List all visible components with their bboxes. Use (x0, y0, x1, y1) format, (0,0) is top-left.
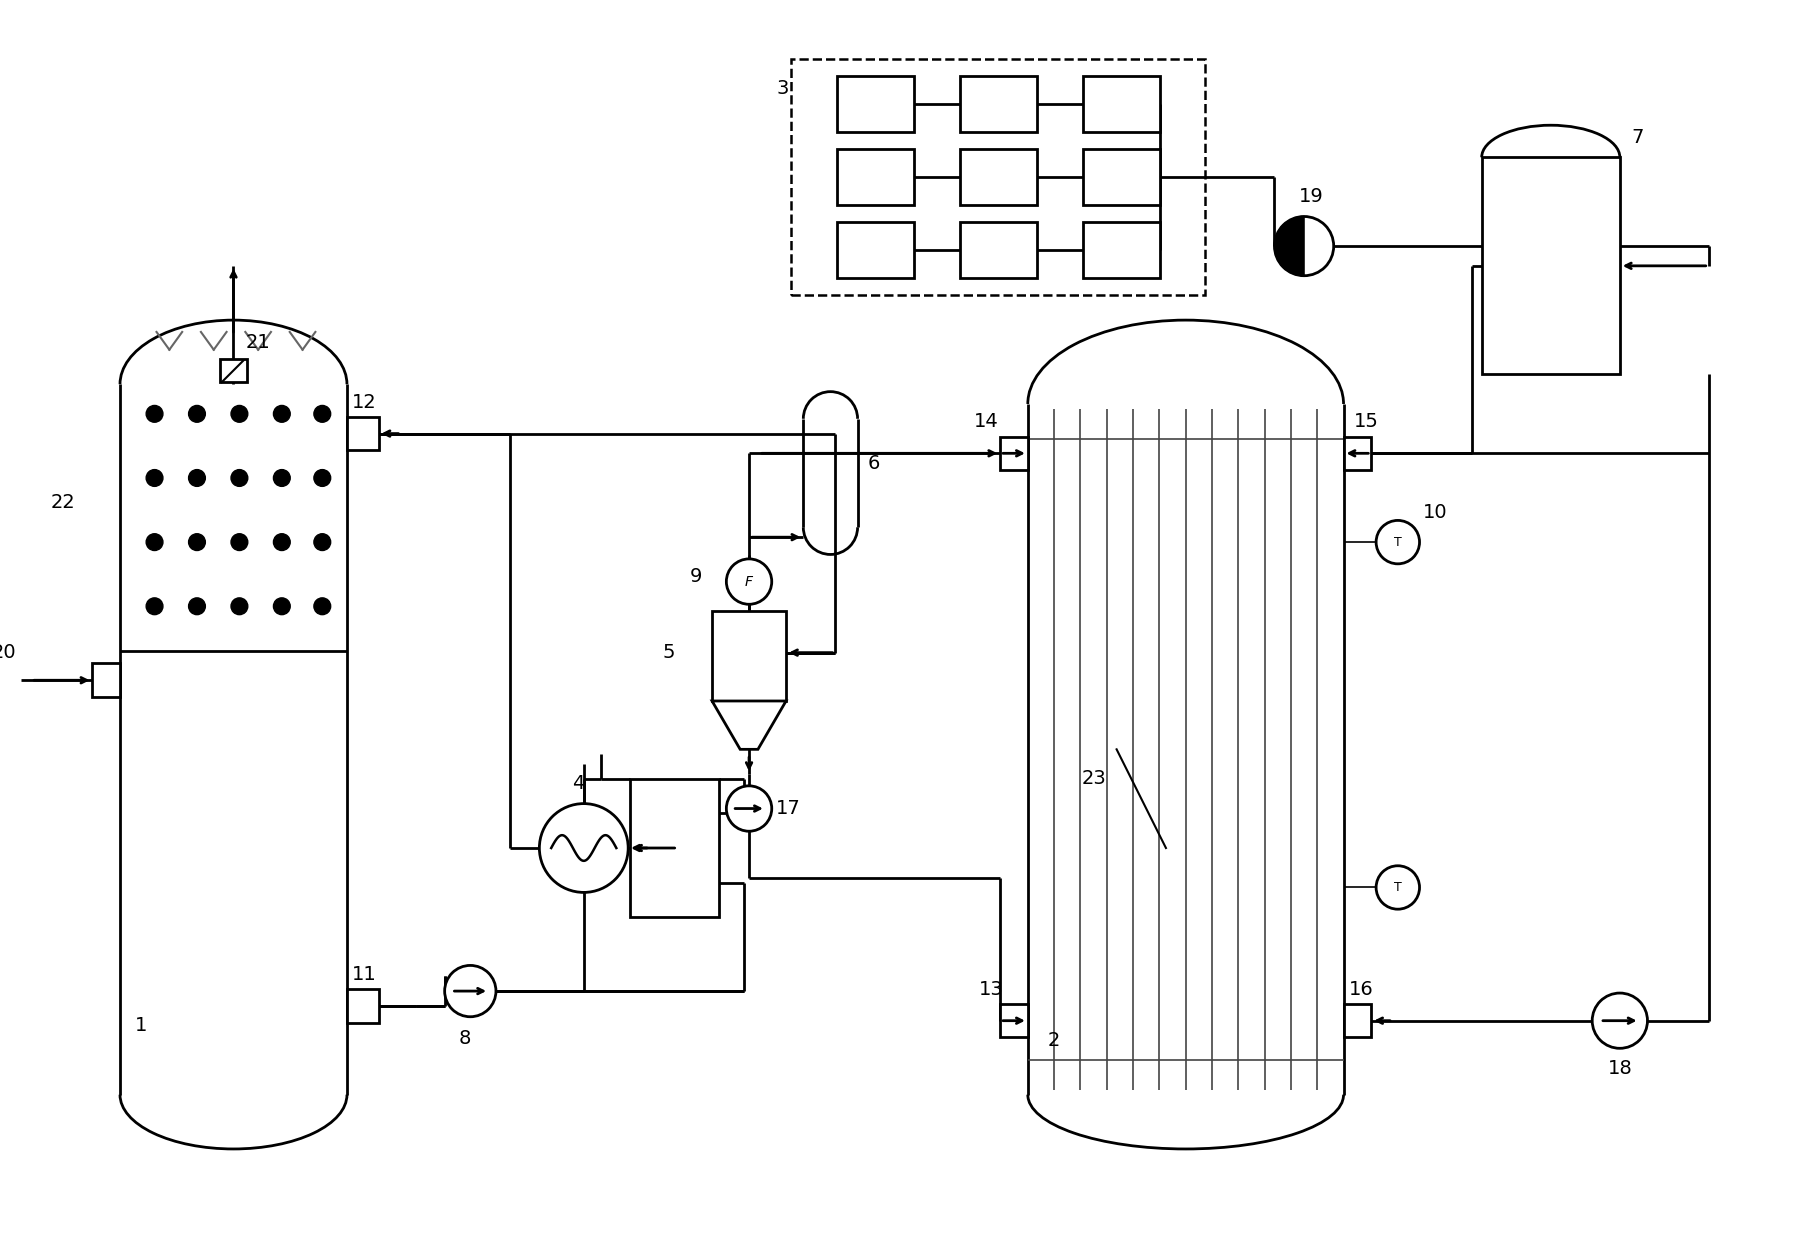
Text: 21: 21 (245, 333, 271, 353)
Text: 15: 15 (1354, 413, 1379, 432)
Circle shape (189, 405, 205, 423)
Text: 12: 12 (352, 393, 376, 412)
Circle shape (1375, 520, 1419, 564)
Bar (1083, 223, 1159, 278)
Circle shape (445, 966, 496, 1017)
Circle shape (540, 803, 629, 892)
Bar (1343, 437, 1372, 470)
Bar (220, 359, 247, 383)
Bar (630, 779, 720, 917)
Circle shape (273, 469, 291, 487)
Circle shape (314, 598, 331, 614)
Circle shape (727, 786, 772, 831)
Text: 8: 8 (458, 1028, 471, 1048)
Text: F: F (745, 574, 752, 588)
Text: 5: 5 (663, 643, 676, 662)
Circle shape (1592, 993, 1648, 1048)
Bar (1083, 76, 1159, 131)
Text: 14: 14 (974, 413, 998, 432)
Circle shape (727, 559, 772, 604)
Text: 1: 1 (134, 1016, 147, 1035)
Text: 7: 7 (1632, 128, 1644, 148)
Circle shape (1375, 866, 1419, 909)
Bar (838, 76, 914, 131)
Circle shape (189, 534, 205, 550)
Circle shape (314, 469, 331, 487)
Text: 22: 22 (51, 493, 76, 512)
Bar (790, 59, 1205, 295)
Bar (999, 437, 1028, 470)
Text: 3: 3 (776, 79, 789, 98)
Text: 11: 11 (352, 965, 376, 983)
Text: 13: 13 (979, 980, 1003, 998)
Bar (347, 417, 378, 450)
Circle shape (189, 469, 205, 487)
Circle shape (145, 405, 164, 423)
Circle shape (189, 598, 205, 614)
Circle shape (145, 469, 164, 487)
Text: 10: 10 (1423, 503, 1446, 522)
Circle shape (231, 534, 247, 550)
Text: T: T (1394, 881, 1401, 894)
Bar (959, 149, 1038, 205)
Text: 16: 16 (1348, 980, 1374, 998)
Circle shape (273, 598, 291, 614)
Bar (999, 1003, 1028, 1037)
Text: 9: 9 (690, 567, 701, 587)
Circle shape (145, 534, 164, 550)
Text: 20: 20 (0, 643, 16, 662)
Bar (959, 223, 1038, 278)
Bar (1083, 149, 1159, 205)
Circle shape (1274, 216, 1334, 275)
Bar (347, 990, 378, 1022)
Polygon shape (712, 701, 787, 749)
Bar (838, 149, 914, 205)
Bar (1481, 158, 1619, 374)
Circle shape (145, 598, 164, 614)
Circle shape (231, 598, 247, 614)
Circle shape (231, 469, 247, 487)
Bar (1343, 1003, 1372, 1037)
Polygon shape (1274, 216, 1305, 275)
Circle shape (273, 534, 291, 550)
Text: 19: 19 (1299, 188, 1325, 206)
Text: 6: 6 (867, 454, 879, 473)
Circle shape (314, 534, 331, 550)
Bar (712, 612, 787, 701)
Circle shape (231, 405, 247, 423)
Text: 4: 4 (572, 774, 585, 793)
Text: 17: 17 (776, 799, 801, 818)
Text: T: T (1394, 535, 1401, 549)
Circle shape (273, 405, 291, 423)
Bar (838, 223, 914, 278)
Circle shape (314, 405, 331, 423)
Text: 23: 23 (1083, 769, 1107, 788)
Text: 18: 18 (1608, 1058, 1633, 1077)
Text: 2: 2 (1048, 1031, 1059, 1050)
Bar (93, 663, 120, 697)
Bar (959, 76, 1038, 131)
